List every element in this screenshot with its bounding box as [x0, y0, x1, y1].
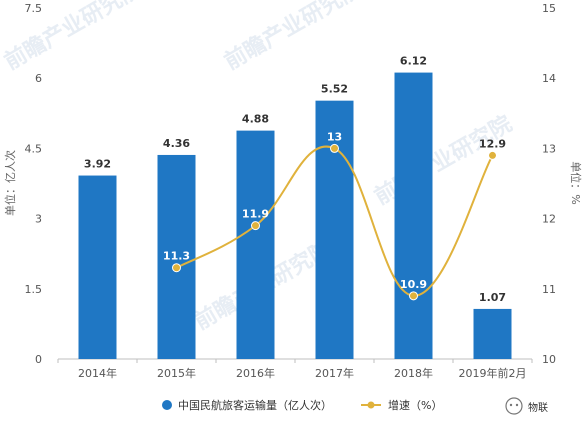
growth-value-label: 11.9: [242, 208, 269, 221]
x-tick-label: 2015年: [157, 366, 196, 380]
growth-point: [330, 143, 339, 153]
legend-bar-marker: [162, 400, 172, 410]
bars-layer: 3.92 4.36 4.88 5.52 6.12 1.07: [78, 55, 512, 360]
growth-line: [176, 145, 494, 297]
growth-point: [409, 291, 418, 301]
legend-line-label: 增速（%）: [388, 398, 442, 412]
y-right-axis-title: 单位：%: [569, 161, 583, 204]
growth-point: [172, 263, 181, 273]
y-left-axis-title: 单位：亿人次: [3, 150, 17, 216]
line-layer: 11.3 11.9 13 10.9 12.9: [163, 130, 506, 301]
bar-value-label: 4.36: [163, 137, 190, 150]
y-left-tick-label: 6: [35, 72, 42, 85]
y-right-tick-label: 13: [542, 142, 556, 155]
y-left-tick-label: 7.5: [25, 2, 43, 15]
y-right-tick-label: 14: [542, 72, 556, 85]
x-tick-label: 2016年: [236, 366, 275, 380]
y-right-tick-label: 15: [542, 2, 556, 15]
growth-value-label: 13: [327, 130, 342, 143]
x-tick-label: 2014年: [78, 366, 117, 380]
bar-value-label: 6.12: [400, 55, 427, 68]
bar-value-label: 1.07: [479, 291, 506, 304]
x-tick-label: 2017年: [315, 366, 354, 380]
x-tick-label: 2019年前2月: [459, 366, 527, 380]
growth-point: [251, 221, 260, 231]
legend: 中国民航旅客运输量（亿人次） 增速（%）: [162, 398, 442, 412]
y-left-tick-label: 1.5: [25, 283, 43, 296]
growth-value-label: 12.9: [479, 137, 506, 150]
watermark-text: 前瞻产业研究院: [370, 111, 516, 211]
chat-bubble-dot: [509, 403, 513, 407]
axes-layer: 2014年 2015年 2016年 2017年 2018年 2019年前2月 0 1.5 3 4.…: [3, 2, 583, 380]
bar-value-label: 4.88: [242, 113, 269, 126]
y-right-tick-label: 12: [542, 213, 556, 226]
y-left-tick-label: 3: [35, 213, 42, 226]
y-right-tick-label: 11: [542, 283, 556, 296]
legend-line-dot: [367, 401, 375, 409]
bar: [236, 130, 275, 359]
source-badge: 物联: [505, 397, 548, 415]
bar: [315, 100, 354, 359]
chat-bubble-dot: [515, 403, 519, 407]
y-left-tick-label: 4.5: [25, 142, 43, 155]
x-tick-label: 2018年: [394, 366, 433, 380]
bar: [473, 308, 512, 359]
growth-point: [488, 150, 497, 160]
y-right-tick-label: 10: [542, 353, 556, 366]
growth-value-label: 10.9: [400, 278, 427, 291]
bar-value-label: 5.52: [321, 83, 348, 96]
watermark-text: 前瞻产业研究院: [220, 0, 366, 75]
source-badge-text: 物联: [528, 401, 548, 414]
chat-bubble-icon: [505, 397, 523, 415]
growth-value-label: 11.3: [163, 250, 190, 263]
watermark-text: 前瞻产业研究院: [0, 0, 146, 75]
bar-value-label: 3.92: [84, 158, 111, 171]
bar: [394, 72, 433, 360]
bar: [78, 175, 117, 359]
y-left-tick-label: 0: [35, 353, 42, 366]
legend-bar-label: 中国民航旅客运输量（亿人次）: [178, 398, 332, 412]
bar: [157, 154, 196, 359]
